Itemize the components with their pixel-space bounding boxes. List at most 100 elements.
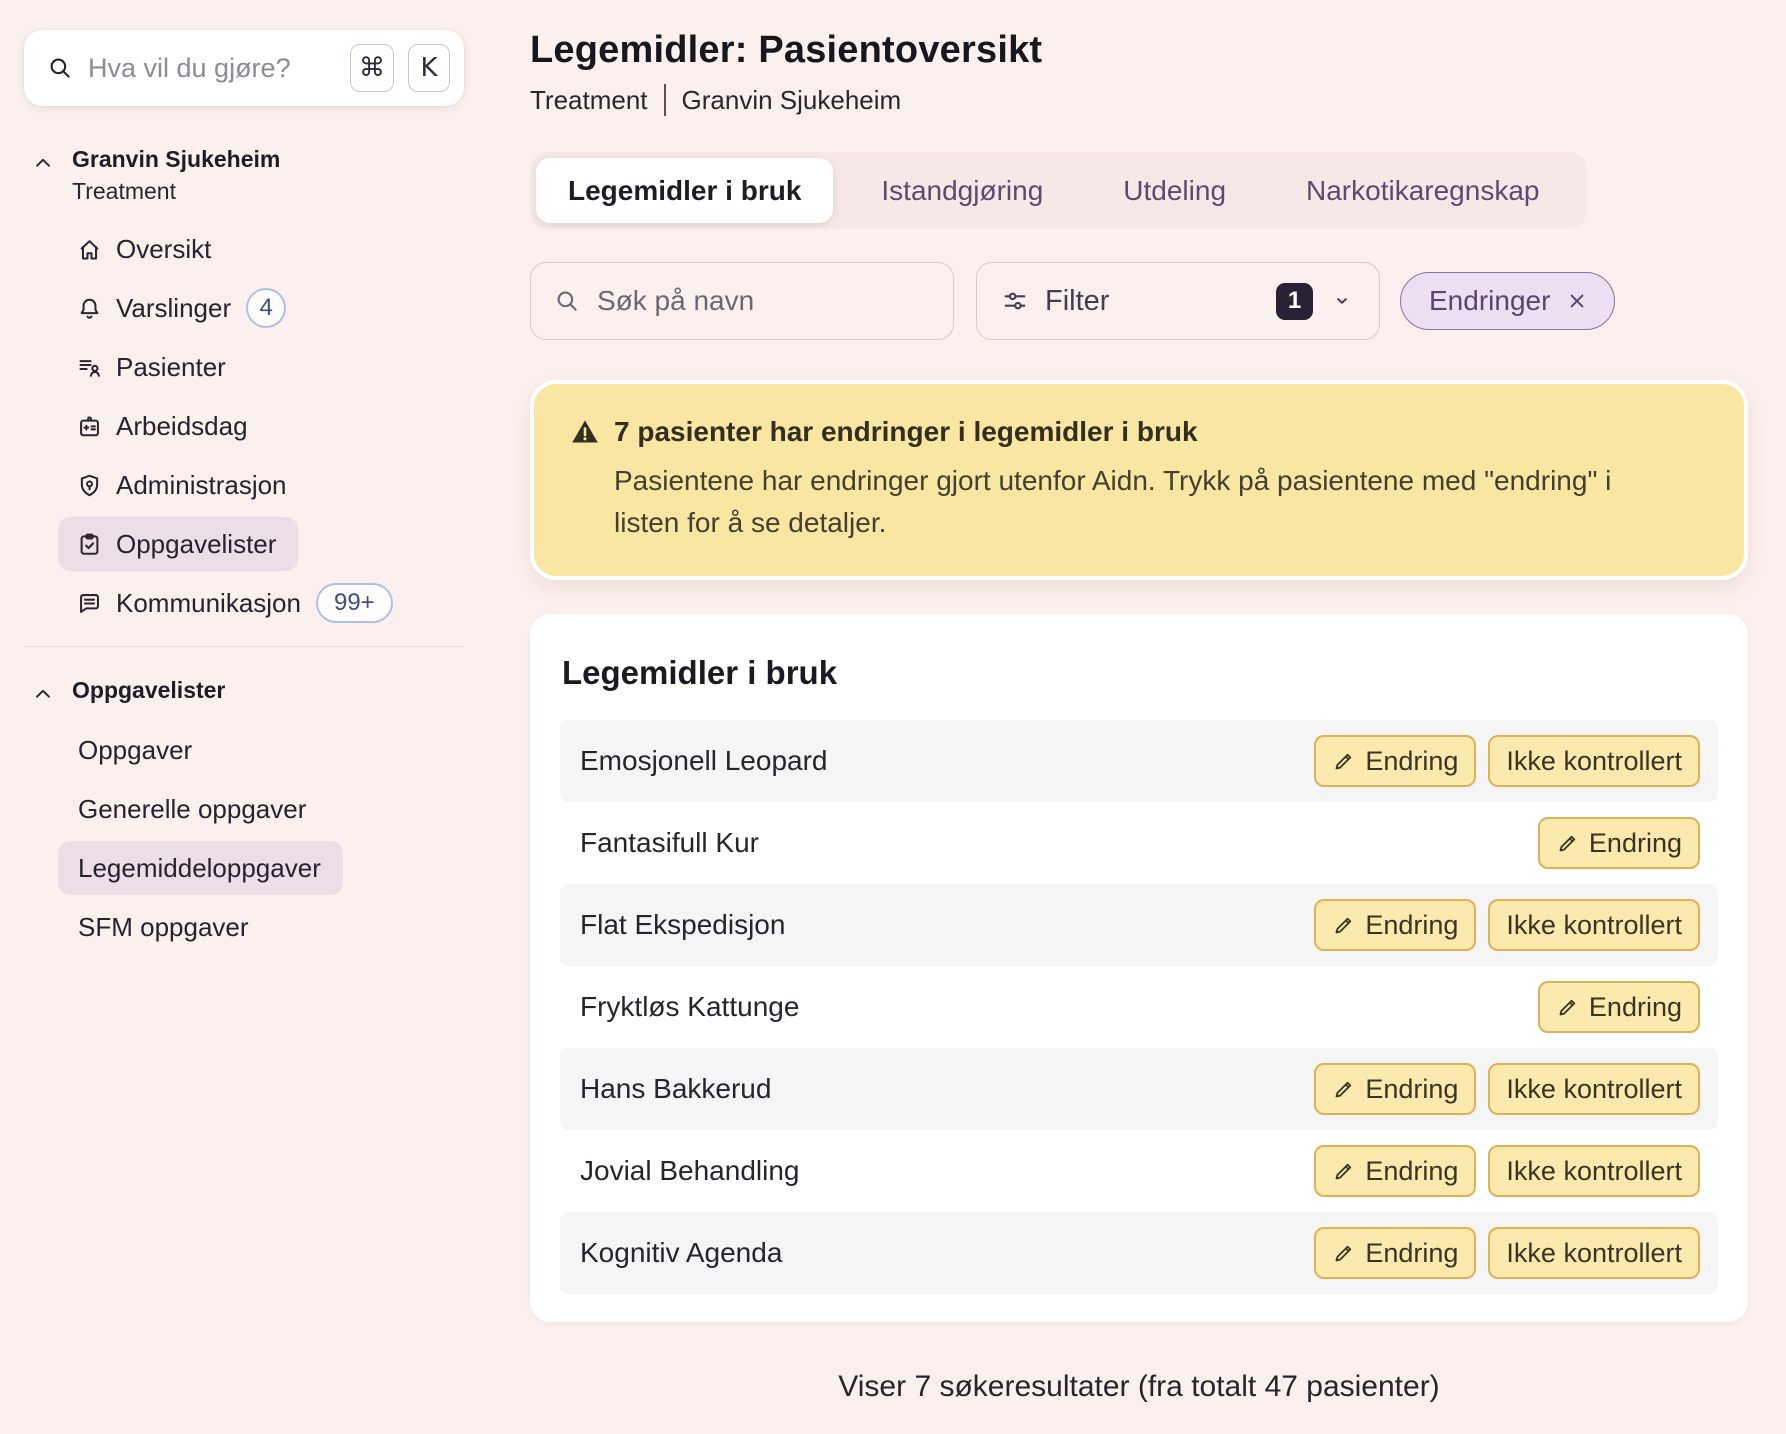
k-keycap: K [408,44,450,92]
command-search[interactable]: ⌘ K [24,30,464,106]
tasklists-section-header[interactable]: Oppgavelister [30,675,470,707]
sidebar-item-administrasjon[interactable]: Administrasjon [58,458,309,512]
sidebar-item-label: Oppgavelister [116,528,277,559]
patient-name: Fantasifull Kur [580,827,759,858]
filter-chip-endringer[interactable]: Endringer [1400,272,1616,330]
patient-list-icon [76,354,103,381]
status-badge-endring: Endring [1314,735,1477,787]
patient-name: Fryktløs Kattunge [580,991,800,1022]
section-title: Oppgavelister [72,677,226,703]
filter-sliders-icon [1001,287,1029,315]
patient-list: Emosjonell Leopard Endring Ikke kontroll… [560,720,1718,1294]
page-title: Legemidler: Pasientoversikt [530,29,1043,71]
sidebar-item-label: Administrasjon [116,469,287,500]
org-name: Granvin Sjukeheim [72,146,281,172]
sidebar-item-label: Arbeidsdag [116,410,248,441]
sidebar-item-pasienter[interactable]: Pasienter [58,340,248,394]
tab-utdeling[interactable]: Utdeling [1123,174,1227,206]
patient-row[interactable]: Fryktløs Kattunge Endring [560,966,1718,1048]
status-badge-endring: Endring [1537,981,1700,1033]
sidebar-item-oppgavelister[interactable]: Oppgavelister [58,517,299,571]
sidebar-item-label: Legemiddeloppgaver [78,852,321,883]
status-badge-endring: Endring [1314,1145,1477,1197]
patient-search-input[interactable] [597,285,931,317]
sidebar-item-legemiddeloppgaver[interactable]: Legemiddeloppgaver [58,841,343,895]
patient-row[interactable]: Kognitiv Agenda Endring Ikke kontrollert [560,1212,1718,1294]
patient-search-field[interactable] [530,262,954,340]
sidebar-item-label: Kommunikasjon [116,587,301,618]
patient-list-card: Legemidler i bruk Emosjonell Leopard End… [530,614,1748,1322]
tab-bar: Legemidler i bruk Istandgjøring Utdeling… [530,152,1587,229]
status-badge-ikke-kontrollert: Ikke kontrollert [1488,1063,1700,1115]
pencil-icon [1332,749,1356,773]
sidebar-item-label: Oppgaver [78,734,193,765]
shield-icon [76,472,103,499]
sidebar-item-sfm-oppgaver[interactable]: SFM oppgaver [58,900,271,954]
breadcrumb-unit: Treatment [530,84,648,115]
toolbar: Filter 1 Endringer [530,262,1748,340]
message-count-badge: 99+ [315,583,393,623]
patient-row[interactable]: Hans Bakkerud Endring Ikke kontrollert [560,1048,1718,1130]
tasklists-nav: Oppgaver Generelle oppgaver Legemiddelop… [0,723,470,954]
filter-button[interactable]: Filter 1 [976,262,1380,340]
tab-legemidler-i-bruk[interactable]: Legemidler i bruk [536,158,834,223]
pencil-icon [1332,1241,1356,1265]
home-icon [76,236,103,263]
sidebar-item-arbeidsdag[interactable]: Arbeidsdag [58,399,270,453]
org-unit: Treatment [72,178,176,204]
breadcrumb-org: Granvin Sjukeheim [681,84,902,115]
workday-badge-icon [76,413,103,440]
tab-narkotikaregnskap[interactable]: Narkotikaregnskap [1306,174,1540,206]
bell-icon [76,295,103,322]
status-badge-ikke-kontrollert: Ikke kontrollert [1488,1227,1700,1279]
command-search-input[interactable] [88,52,336,84]
status-badge-ikke-kontrollert: Ikke kontrollert [1488,1145,1700,1197]
patient-name: Emosjonell Leopard [580,745,828,776]
patient-name: Hans Bakkerud [580,1073,772,1104]
sidebar-nav: Oversikt Varslinger 4 Pasienter Arbeidsd… [0,222,470,630]
close-icon[interactable] [1564,288,1590,314]
sidebar-item-varslinger[interactable]: Varslinger 4 [58,281,308,335]
status-badge-ikke-kontrollert: Ikke kontrollert [1488,735,1700,787]
main-content: Legemidler: Pasientoversikt Treatment Gr… [530,26,1748,1404]
tab-istandgjoring[interactable]: Istandgjøring [881,174,1044,206]
alert-body: Pasientene har endringer gjort utenfor A… [614,465,1612,538]
sidebar-item-label: SFM oppgaver [78,911,249,942]
filter-label: Filter [1045,284,1110,317]
results-summary: Viser 7 søkeresultater (fra totalt 47 pa… [838,1370,1440,1403]
status-badge-endring: Endring [1314,1227,1477,1279]
sidebar-item-oppgaver[interactable]: Oppgaver [58,723,214,777]
patient-row[interactable]: Fantasifull Kur Endring [560,802,1718,884]
search-icon [553,287,581,315]
pencil-icon [1556,831,1580,855]
status-badge-endring: Endring [1314,899,1477,951]
breadcrumb-separator [663,84,666,116]
chat-icon [76,590,103,617]
filter-chip-label: Endringer [1429,285,1551,316]
status-badge-endring: Endring [1314,1063,1477,1115]
sidebar: ⌘ K Granvin Sjukeheim Treatment Oversikt… [0,0,470,1434]
chevron-up-icon [30,150,56,176]
patient-name: Kognitiv Agenda [580,1237,783,1268]
alert-banner: 7 pasienter har endringer i legemidler i… [530,380,1748,580]
search-icon [46,54,74,82]
org-header[interactable]: Granvin Sjukeheim Treatment [30,144,470,206]
patient-name: Flat Ekspedisjon [580,909,786,940]
patient-row[interactable]: Jovial Behandling Endring Ikke kontrolle… [560,1130,1718,1212]
list-title: Legemidler i bruk [562,654,838,691]
sidebar-item-oversikt[interactable]: Oversikt [58,222,233,276]
patient-row[interactable]: Emosjonell Leopard Endring Ikke kontroll… [560,720,1718,802]
notification-count-badge: 4 [246,288,287,328]
sidebar-item-kommunikasjon[interactable]: Kommunikasjon 99+ [58,576,415,630]
warning-icon [570,417,600,447]
pencil-icon [1332,1077,1356,1101]
patient-row[interactable]: Flat Ekspedisjon Endring Ikke kontroller… [560,884,1718,966]
alert-title: 7 pasienter har endringer i legemidler i… [614,416,1198,447]
patient-name: Jovial Behandling [580,1155,800,1186]
chevron-down-icon [1329,288,1355,314]
pencil-icon [1556,995,1580,1019]
breadcrumb: Treatment Granvin Sjukeheim [530,84,1748,116]
sidebar-item-generelle-oppgaver[interactable]: Generelle oppgaver [58,782,328,836]
sidebar-divider [24,646,464,647]
